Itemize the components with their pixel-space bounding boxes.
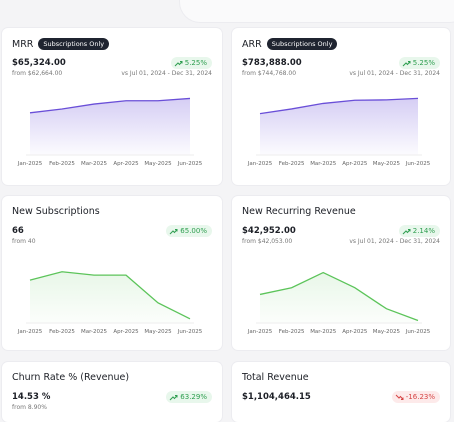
period: vs Jul 01, 2024 - Dec 31, 2024 xyxy=(349,238,440,245)
line xyxy=(259,271,419,322)
trend-icon xyxy=(402,61,411,67)
trend-path xyxy=(395,394,404,400)
x-tick-label: Jan-2025 xyxy=(17,329,43,335)
trend-icon xyxy=(169,229,178,235)
change-text: 63.29% xyxy=(180,393,207,401)
change-badge: -16.23% xyxy=(391,391,440,403)
trend-path xyxy=(174,61,183,67)
card-title: Churn Rate % (Revenue) xyxy=(12,372,129,383)
card: Churn Rate % (Revenue) 14.53 % from 8.90% 6… xyxy=(2,362,222,422)
change-text: 2.14% xyxy=(412,227,435,235)
trend-path xyxy=(402,61,411,67)
from-text: from 8.90% xyxy=(12,404,47,411)
x-tick-label: Feb-2025 xyxy=(49,329,75,335)
x-tick-label: Jun-2025 xyxy=(405,161,431,167)
change-badge: 65.00% xyxy=(166,225,212,237)
x-tick-label: Mar-2025 xyxy=(81,329,108,335)
x-tick-label: Mar-2025 xyxy=(310,161,337,167)
change-text: 5.25% xyxy=(412,59,435,67)
line xyxy=(29,271,191,320)
title-text: ARR xyxy=(242,39,262,50)
area xyxy=(30,271,190,323)
trend-path xyxy=(169,395,178,401)
title-text: New Subscriptions xyxy=(12,206,100,217)
x-tick-label: May-2025 xyxy=(373,161,401,167)
chart: Jan-2025 Feb-2025 Mar-2025 Apr-2025 May-2025… xyxy=(17,97,203,167)
from-text: from 40 xyxy=(12,238,36,245)
title-text: MRR xyxy=(12,39,34,50)
x-tick-label: Apr-2025 xyxy=(342,161,368,167)
change-badge: 63.29% xyxy=(166,391,212,403)
x-tick-label: May-2025 xyxy=(144,161,172,167)
from-text: from $744,768.00 xyxy=(242,70,297,77)
value: 14.53 % xyxy=(12,392,51,402)
x-tick-label: Feb-2025 xyxy=(279,161,305,167)
area xyxy=(260,272,418,323)
card: Total Revenue $1,104,464.15 -16.23% xyxy=(232,362,450,422)
value: 66 xyxy=(12,226,24,236)
x-tick-label: Jun-2025 xyxy=(405,329,431,335)
card-title: ARR Subscriptions Only xyxy=(242,38,338,50)
x-tick-label: Jun-2025 xyxy=(177,329,203,335)
area xyxy=(260,98,418,155)
x-tick-label: Jun-2025 xyxy=(177,161,203,167)
trend-path xyxy=(169,229,178,235)
line xyxy=(29,97,191,114)
change-badge: 5.25% xyxy=(398,57,440,69)
x-tick-label: Apr-2025 xyxy=(342,329,368,335)
change-text: -16.23% xyxy=(405,393,435,401)
card-title: Total Revenue xyxy=(242,372,309,383)
trend-path xyxy=(402,229,411,235)
chart: Jan-2025 Feb-2025 Mar-2025 Apr-2025 May-2025… xyxy=(247,97,431,167)
card-title: MRR Subscriptions Only xyxy=(12,38,110,50)
change-text: 65.00% xyxy=(180,227,207,235)
change-badge: 2.14% xyxy=(398,225,440,237)
x-tick-label: Jan-2025 xyxy=(247,161,273,167)
x-tick-label: Apr-2025 xyxy=(113,161,139,167)
trend-icon xyxy=(402,229,411,235)
change-badge: 5.25% xyxy=(170,57,212,69)
trend-icon xyxy=(169,395,178,401)
title-text: Total Revenue xyxy=(242,372,309,383)
x-tick-label: Apr-2025 xyxy=(113,329,139,335)
value: $65,324.00 xyxy=(12,58,66,68)
badge: Subscriptions Only xyxy=(266,38,338,50)
x-tick-label: Mar-2025 xyxy=(81,161,108,167)
line xyxy=(259,97,419,115)
card: ARR Subscriptions Only $783,888.00 from $74… xyxy=(232,28,450,185)
change-text: 5.25% xyxy=(184,59,207,67)
chart: Jan-2025 Feb-2025 Mar-2025 Apr-2025 May-2025… xyxy=(247,271,431,335)
from-text: from $42,053.00 xyxy=(242,238,293,245)
top-shape xyxy=(180,0,454,22)
chart: Jan-2025 Feb-2025 Mar-2025 Apr-2025 May-2025… xyxy=(17,271,203,335)
x-tick-label: May-2025 xyxy=(373,329,401,335)
period: vs Jul 01, 2024 - Dec 31, 2024 xyxy=(349,70,440,77)
x-tick-label: May-2025 xyxy=(144,329,172,335)
badge: Subscriptions Only xyxy=(38,38,110,50)
value: $42,952.00 xyxy=(242,226,296,236)
from-text: from $62,664.00 xyxy=(12,70,63,77)
x-tick-label: Jan-2025 xyxy=(247,329,273,335)
x-tick-label: Feb-2025 xyxy=(49,161,75,167)
card: MRR Subscriptions Only $65,324.00 from $62,… xyxy=(2,28,222,185)
card: New Subscriptions 66 from 40 65.00% Jan-2025… xyxy=(2,196,222,350)
x-tick-label: Mar-2025 xyxy=(310,329,337,335)
trend-icon xyxy=(174,61,183,67)
title-text: New Recurring Revenue xyxy=(242,206,356,217)
x-tick-label: Jan-2025 xyxy=(17,161,43,167)
card: New Recurring Revenue $42,952.00 from $42,… xyxy=(232,196,450,350)
x-tick-label: Feb-2025 xyxy=(279,329,305,335)
card-title: New Recurring Revenue xyxy=(242,206,356,217)
card-title: New Subscriptions xyxy=(12,206,100,217)
period: vs Jul 01, 2024 - Dec 31, 2024 xyxy=(121,70,212,77)
area xyxy=(30,98,190,155)
title-text: Churn Rate % (Revenue) xyxy=(12,372,130,383)
value: $783,888.00 xyxy=(242,58,302,68)
value: $1,104,464.15 xyxy=(242,392,311,402)
